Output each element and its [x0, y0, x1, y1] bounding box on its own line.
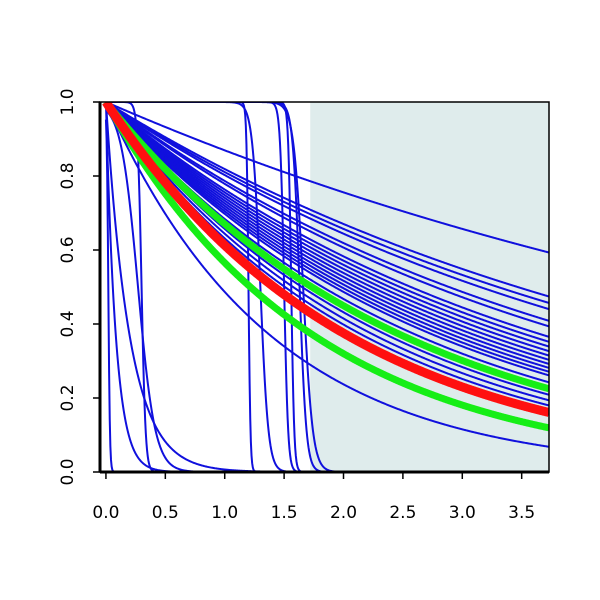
x-tick-label-4: 2.0: [330, 503, 357, 523]
ensemble-curve-12: [105, 102, 549, 365]
ensemble-curve-14: [105, 102, 549, 373]
y-tick-label-3: 0.6: [58, 236, 78, 263]
x-tick-label-6: 3.0: [449, 503, 476, 523]
y-tick-label-2: 0.4: [58, 310, 78, 337]
ensemble-curve-11: [105, 102, 549, 361]
y-tick-label-1: 0.2: [58, 384, 78, 411]
x-tick-label-0: 0.0: [92, 503, 119, 523]
ensemble-curve-19: [105, 102, 549, 402]
ensemble-curve-3: [105, 102, 549, 311]
y-tick-label-4: 0.8: [58, 162, 78, 189]
ensemble-curve-6: [105, 102, 549, 338]
ensemble-curve-8: [105, 102, 549, 348]
x-tick-label-2: 1.0: [211, 503, 238, 523]
x-tick-label-7: 3.5: [508, 503, 535, 523]
central-curve-37: [102, 102, 549, 417]
ensemble-curve-13: [105, 102, 549, 369]
x-tick-label-5: 2.5: [389, 503, 416, 523]
ensemble-curve-23: [105, 102, 549, 448]
band-curve-36: [102, 102, 549, 432]
ensemble-curve-10: [105, 102, 549, 357]
ensemble-curve-9: [105, 102, 549, 353]
ensemble-curve-5: [105, 102, 549, 328]
y-tick-label-0: 0.0: [58, 458, 78, 485]
y-tick-label-5: 1.0: [58, 88, 78, 115]
ensemble-curve-7: [105, 102, 549, 343]
ensemble-curve-0: [105, 102, 549, 254]
ensemble-curve-34: [105, 102, 549, 472]
x-tick-label-1: 0.5: [152, 503, 179, 523]
ensemble-curve-15: [105, 102, 549, 377]
axes: 0.0 0.5 1.0 1.5 2.0 2.5 3.0 3.5 0.0 0.2 0.4 0.6 0.8 1…: [58, 88, 550, 523]
ensemble-curve-28: [105, 109, 549, 472]
curves: [102, 102, 549, 472]
x-tick-label-3: 1.5: [271, 503, 298, 523]
ensemble-curve-2: [105, 102, 549, 304]
ensemble-curve-4: [105, 102, 549, 322]
ensemble-curve-1: [105, 102, 549, 298]
band-curve-35: [103, 102, 549, 393]
